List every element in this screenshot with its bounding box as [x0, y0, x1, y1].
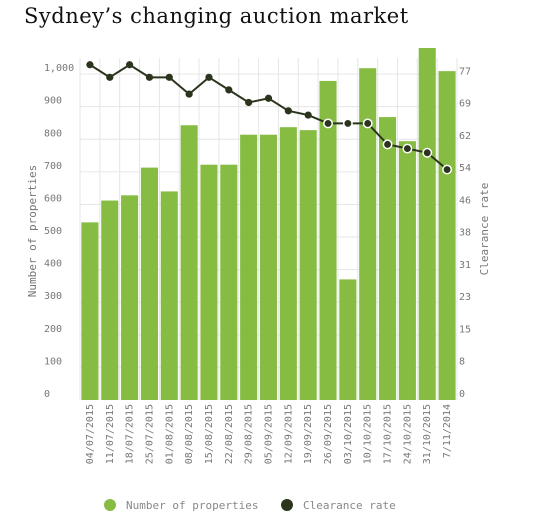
- x-tick-label: 03/10/2015: [343, 404, 354, 464]
- y2-tick-label: 69: [459, 99, 471, 110]
- clearance-point: [145, 73, 154, 81]
- bar: [279, 127, 297, 400]
- right-axis-ticks: 0 8 15 23 31 38 46 54 62 69 77: [459, 66, 471, 400]
- legend-label-properties: Number of properties: [126, 499, 258, 512]
- x-tick-label: 31/10/2015: [422, 404, 433, 464]
- y2-tick-label: 54: [459, 163, 471, 174]
- bar: [418, 48, 436, 400]
- y-tick-label: 600: [44, 193, 62, 204]
- x-tick-label: 19/09/2015: [303, 404, 314, 464]
- x-tick-label: 04/07/2015: [85, 404, 96, 464]
- legend-marker-clearance: [281, 499, 293, 511]
- bar: [180, 125, 198, 400]
- bar: [200, 164, 218, 400]
- bar: [81, 222, 99, 400]
- clearance-point: [362, 118, 373, 129]
- left-axis-ticks: 0 100 200 300 400 500 600 700 800 900 1,000: [44, 63, 74, 400]
- clearance-point: [323, 118, 333, 129]
- x-tick-label: 10/10/2015: [363, 404, 374, 464]
- clearance-point: [342, 118, 353, 129]
- x-tick-label: 24/10/2015: [402, 404, 413, 464]
- clearance-line-layer: [86, 61, 453, 175]
- y-tick-label: 400: [44, 259, 62, 270]
- chart-title: Sydney’s changing auction market: [24, 4, 409, 28]
- y2-tick-label: 23: [459, 292, 471, 303]
- x-tick-label: 29/08/2015: [244, 404, 255, 464]
- y-tick-label: 300: [44, 291, 62, 302]
- y2-tick-label: 46: [459, 195, 471, 206]
- y-axis-title: Number of properties: [26, 165, 39, 297]
- clearance-point: [205, 73, 213, 81]
- clearance-point: [126, 61, 134, 69]
- y2-tick-label: 77: [459, 66, 471, 77]
- y2-tick-label: 31: [459, 260, 471, 271]
- x-tick-label: 25/07/2015: [144, 404, 155, 464]
- clearance-point: [442, 164, 453, 175]
- bar: [438, 71, 456, 400]
- bar: [359, 68, 377, 401]
- y-tick-label: 500: [44, 226, 62, 237]
- y-tick-label: 700: [44, 161, 62, 172]
- bars-layer: [81, 48, 456, 401]
- y-tick-label: 800: [44, 128, 62, 139]
- bar: [299, 130, 317, 400]
- y2-tick-label: 8: [459, 357, 465, 368]
- legend-marker-properties: [104, 499, 116, 511]
- clearance-point: [106, 73, 114, 81]
- clearance-point: [225, 86, 233, 94]
- y2-tick-label: 0: [459, 389, 465, 400]
- clearance-point: [165, 73, 173, 81]
- y2-tick-label: 38: [459, 228, 471, 239]
- bar: [220, 164, 238, 400]
- x-tick-label: 7/11/2014: [442, 404, 453, 458]
- x-tick-label: 11/07/2015: [105, 404, 116, 464]
- y2-axis-title: Clearance rate: [478, 183, 491, 276]
- bar: [339, 279, 357, 400]
- clearance-point: [245, 98, 253, 107]
- y-tick-label: 200: [44, 324, 62, 335]
- x-axis-ticks: 04/07/2015 11/07/2015 18/07/2015 25/07/2015…: [85, 404, 453, 464]
- bar: [319, 80, 337, 400]
- clearance-point: [284, 107, 292, 115]
- y-tick-label: 0: [44, 389, 50, 400]
- clearance-point: [304, 111, 312, 119]
- x-tick-label: 15/08/2015: [204, 404, 215, 464]
- clearance-point: [382, 139, 393, 150]
- clearance-point: [86, 61, 94, 69]
- clearance-point: [422, 147, 433, 158]
- bar: [121, 195, 139, 400]
- bar: [160, 191, 178, 400]
- legend-label-clearance: Clearance rate: [303, 499, 396, 512]
- y-tick-label: 900: [44, 96, 62, 107]
- x-tick-label: 26/09/2015: [323, 404, 334, 464]
- legend: Number of properties Clearance rate: [104, 499, 396, 512]
- bar: [379, 117, 397, 400]
- x-tick-label: 08/08/2015: [184, 404, 195, 464]
- bar: [398, 141, 416, 400]
- bar: [101, 200, 119, 400]
- x-tick-label: 12/09/2015: [283, 404, 294, 464]
- bar: [140, 167, 158, 400]
- clearance-point: [185, 90, 193, 98]
- x-tick-label: 22/08/2015: [224, 404, 235, 464]
- y-tick-label: 100: [44, 356, 62, 367]
- clearance-point: [264, 94, 273, 102]
- bar: [240, 134, 258, 400]
- y2-tick-label: 15: [459, 324, 471, 335]
- x-tick-label: 17/10/2015: [383, 404, 394, 464]
- x-tick-label: 01/08/2015: [164, 404, 175, 464]
- x-tick-label: 18/07/2015: [125, 404, 136, 464]
- y2-tick-label: 62: [459, 131, 471, 142]
- bar: [259, 134, 278, 400]
- clearance-point: [402, 143, 413, 154]
- x-tick-label: 05/09/2015: [264, 404, 275, 464]
- y-tick-label: 1,000: [44, 63, 74, 74]
